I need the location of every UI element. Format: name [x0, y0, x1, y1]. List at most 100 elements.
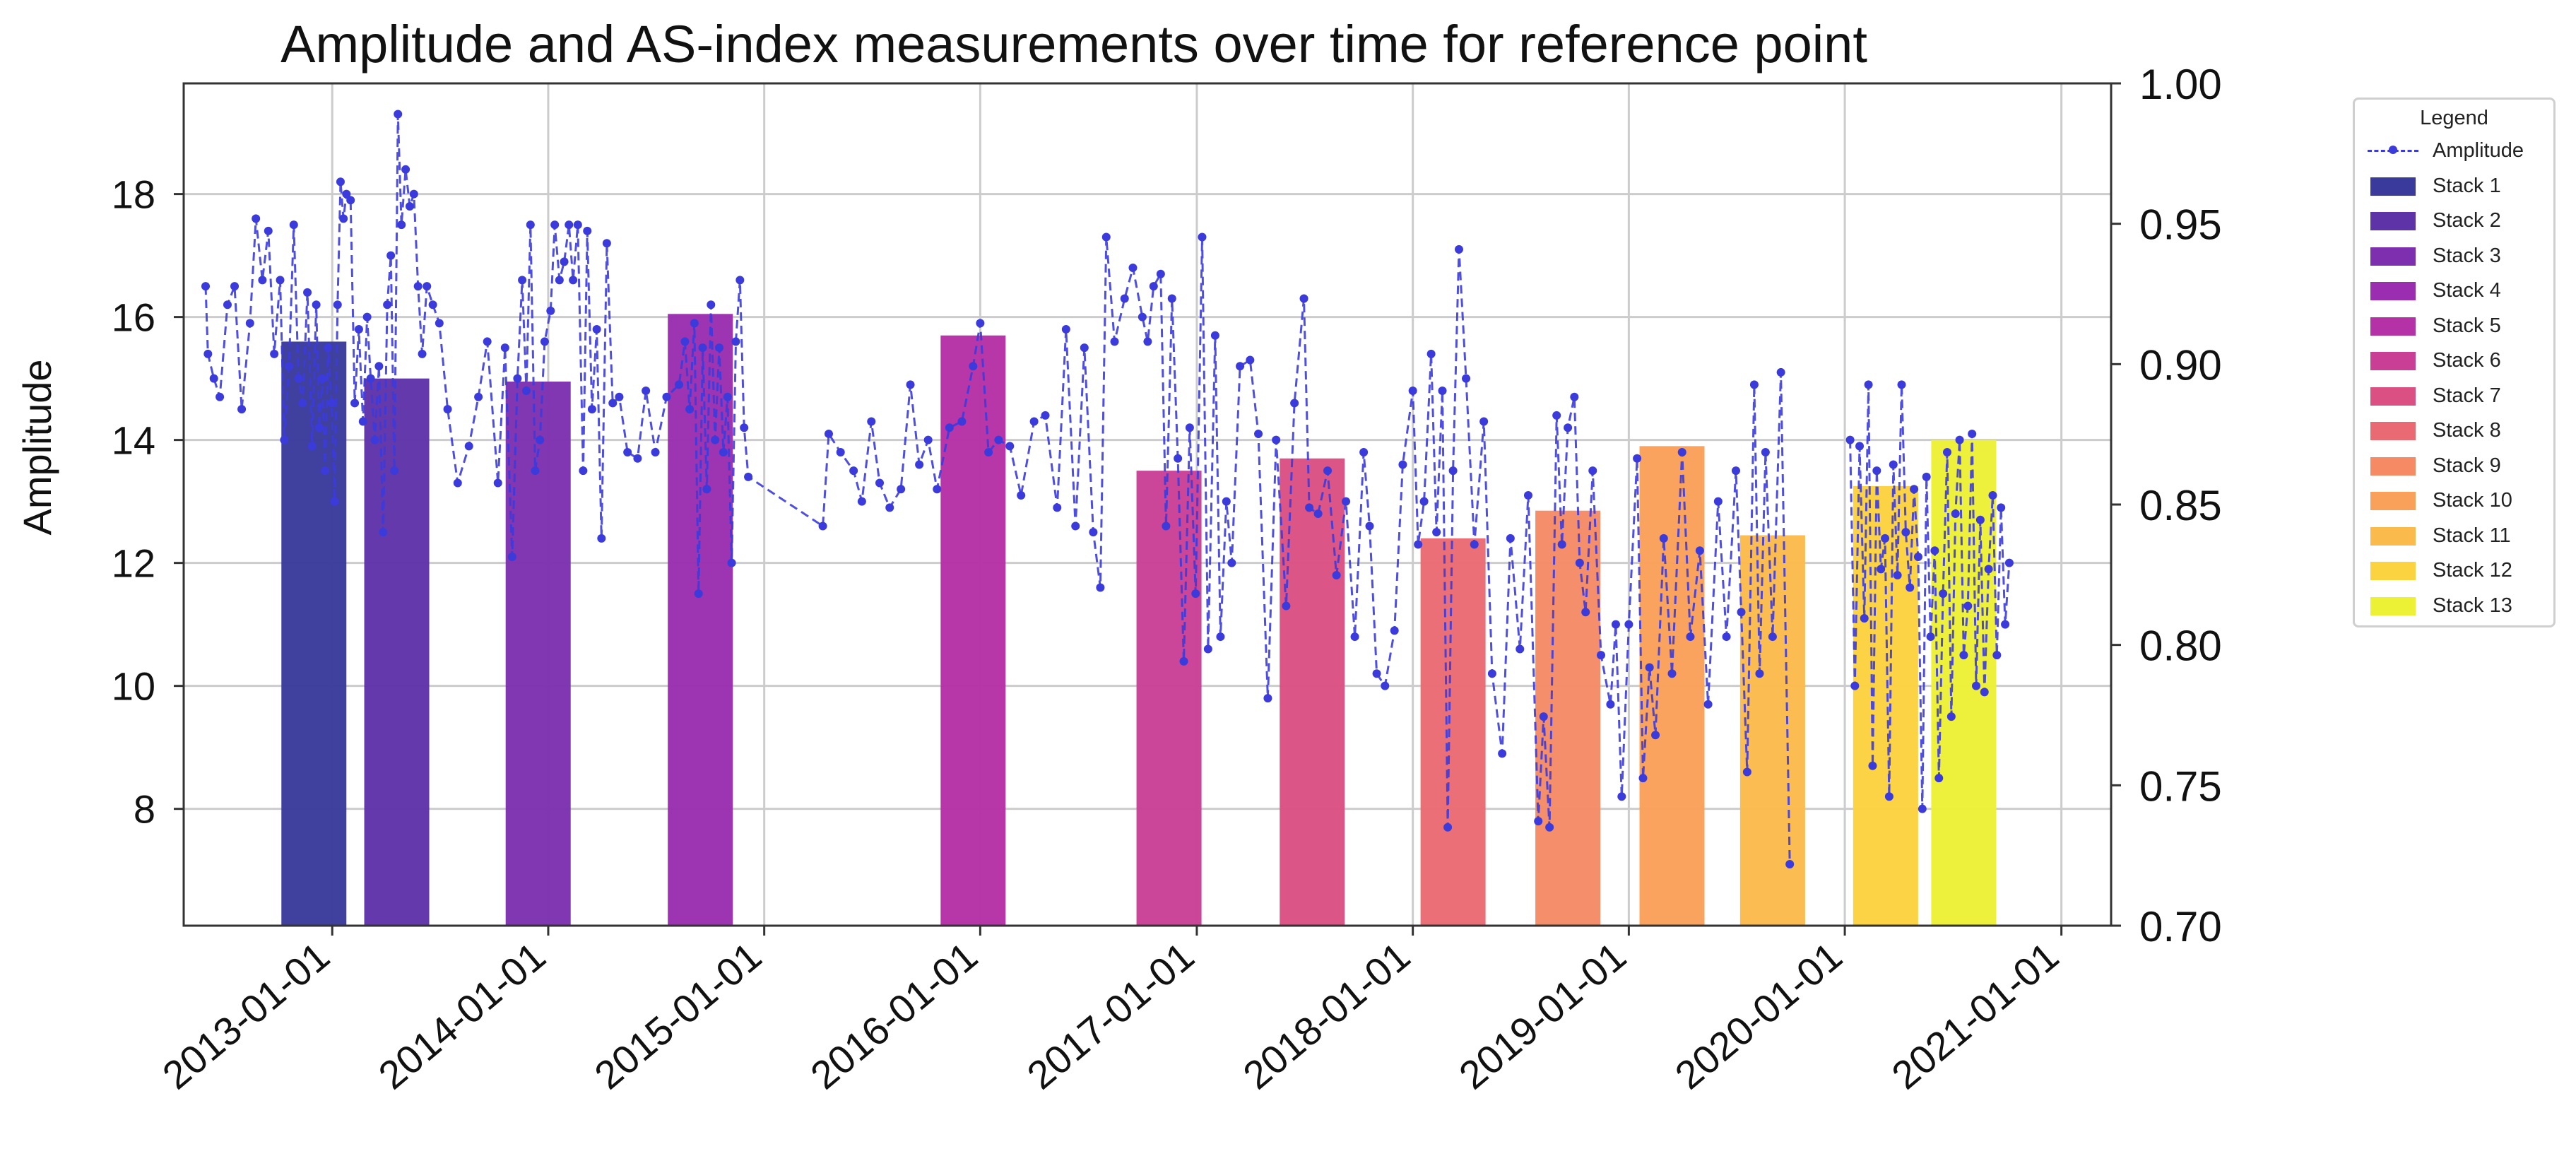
amplitude-point [694, 589, 703, 599]
amplitude-point [209, 374, 218, 383]
amplitude-point [2004, 558, 2014, 567]
amplitude-point [270, 349, 279, 358]
amplitude-point [336, 177, 345, 187]
amplitude-point [1089, 528, 1098, 537]
amplitude-point [583, 226, 592, 235]
amplitude-point [324, 343, 333, 353]
amplitude-point [330, 497, 339, 506]
amplitude-point [1645, 663, 1654, 672]
amplitude-point [1588, 466, 1597, 476]
amplitude-point [1695, 546, 1704, 555]
amplitude-point [252, 214, 261, 223]
amplitude-point [1372, 669, 1381, 678]
amplitude-point [1955, 435, 1964, 444]
amplitude-point [1498, 749, 1507, 758]
amplitude-point [1737, 608, 1746, 617]
amplitude-point [1029, 417, 1039, 426]
amplitude-point [358, 417, 367, 426]
amplitude-point [483, 337, 492, 346]
amplitude-point [394, 110, 403, 119]
amplitude-point [1686, 632, 1695, 642]
amplitude-point [386, 251, 396, 260]
amplitude-point [1910, 485, 1919, 494]
y-tick-label: 12 [112, 541, 155, 586]
bar-stack-4 [668, 314, 733, 926]
amplitude-point [215, 392, 225, 401]
amplitude-point [976, 319, 985, 328]
amplitude-point [1864, 380, 1873, 389]
amplitude-point [1167, 294, 1176, 303]
amplitude-point [1156, 269, 1165, 278]
amplitude-point [500, 343, 509, 353]
bar-stack-8 [1420, 538, 1486, 926]
amplitude-point [1080, 343, 1089, 353]
amplitude-point [453, 478, 462, 488]
x-tick-label: 2013-01-01 [154, 933, 338, 1097]
amplitude-point [915, 460, 924, 469]
amplitude-point [608, 399, 618, 408]
legend-item: Stack 12 [2355, 555, 2553, 589]
bar-stack-11 [1739, 535, 1805, 926]
amplitude-point [1342, 497, 1351, 506]
amplitude-point [526, 220, 535, 230]
x-ticks: 2013-01-01 2014-01-01 2015-01-01 2016-01-01… [154, 926, 2067, 1097]
amplitude-point [1398, 460, 1407, 469]
amplitude-point [1975, 515, 1985, 524]
amplitude-point [711, 435, 720, 444]
legend: Legend Amplitude Stack 1 Stack 2 Stack 3 Sta… [2353, 98, 2556, 627]
amplitude-point [1951, 509, 1960, 519]
amplitude-point [1101, 232, 1111, 242]
legend-label: Stack 12 [2433, 559, 2512, 582]
amplitude-point [1868, 761, 1877, 770]
x-tick-label: 2016-01-01 [802, 933, 986, 1097]
amplitude-point [1633, 454, 1642, 463]
legend-color-swatch [2370, 456, 2416, 476]
amplitude-point [1897, 380, 1906, 389]
amplitude-point [474, 392, 483, 401]
amplitude-point [1988, 490, 1997, 500]
amplitude-point [1755, 669, 1764, 678]
legend-label: Stack 5 [2433, 314, 2501, 337]
amplitude-point [362, 312, 372, 322]
amplitude-point [690, 319, 699, 328]
y-tick-label: 14 [112, 418, 155, 463]
amplitude-point [1162, 521, 1171, 531]
amplitude-point [1872, 466, 1881, 476]
y-tick-label: 18 [112, 172, 155, 217]
amplitude-point [1651, 731, 1660, 740]
amplitude-point [587, 405, 596, 414]
legend-color-swatch [2370, 422, 2416, 440]
amplitude-point [723, 392, 732, 401]
legend-label: Stack 6 [2433, 349, 2501, 372]
amplitude-point [933, 485, 942, 494]
amplitude-point [685, 405, 695, 414]
amplitude-point [1597, 651, 1606, 660]
x-tick-label: 2014-01-01 [370, 933, 554, 1097]
amplitude-point [707, 300, 716, 310]
amplitude-point [1972, 681, 1981, 690]
amplitude-point [518, 276, 527, 285]
amplitude-point [849, 466, 858, 476]
amplitude-point [339, 214, 348, 223]
amplitude-point [569, 276, 578, 285]
x-tick-label: 2018-01-01 [1234, 933, 1418, 1097]
amplitude-point [1198, 232, 1207, 242]
amplitude-point [370, 435, 379, 444]
amplitude-point [897, 485, 906, 494]
amplitude-point [1611, 620, 1620, 629]
amplitude-point [875, 478, 884, 488]
legend-color-swatch [2370, 526, 2416, 546]
amplitude-point [1539, 712, 1548, 721]
amplitude-point [1426, 349, 1436, 358]
amplitude-point [1667, 669, 1677, 678]
amplitude-point [401, 165, 410, 174]
amplitude-point [237, 405, 247, 414]
amplitude-point [1906, 583, 1915, 592]
legend-color-swatch [2370, 247, 2416, 266]
amplitude-point [1487, 669, 1496, 678]
y2-tick-label: 0.80 [2139, 623, 2222, 670]
amplitude-point [1432, 528, 1441, 537]
amplitude-point [857, 497, 866, 506]
amplitude-point [1913, 552, 1922, 561]
